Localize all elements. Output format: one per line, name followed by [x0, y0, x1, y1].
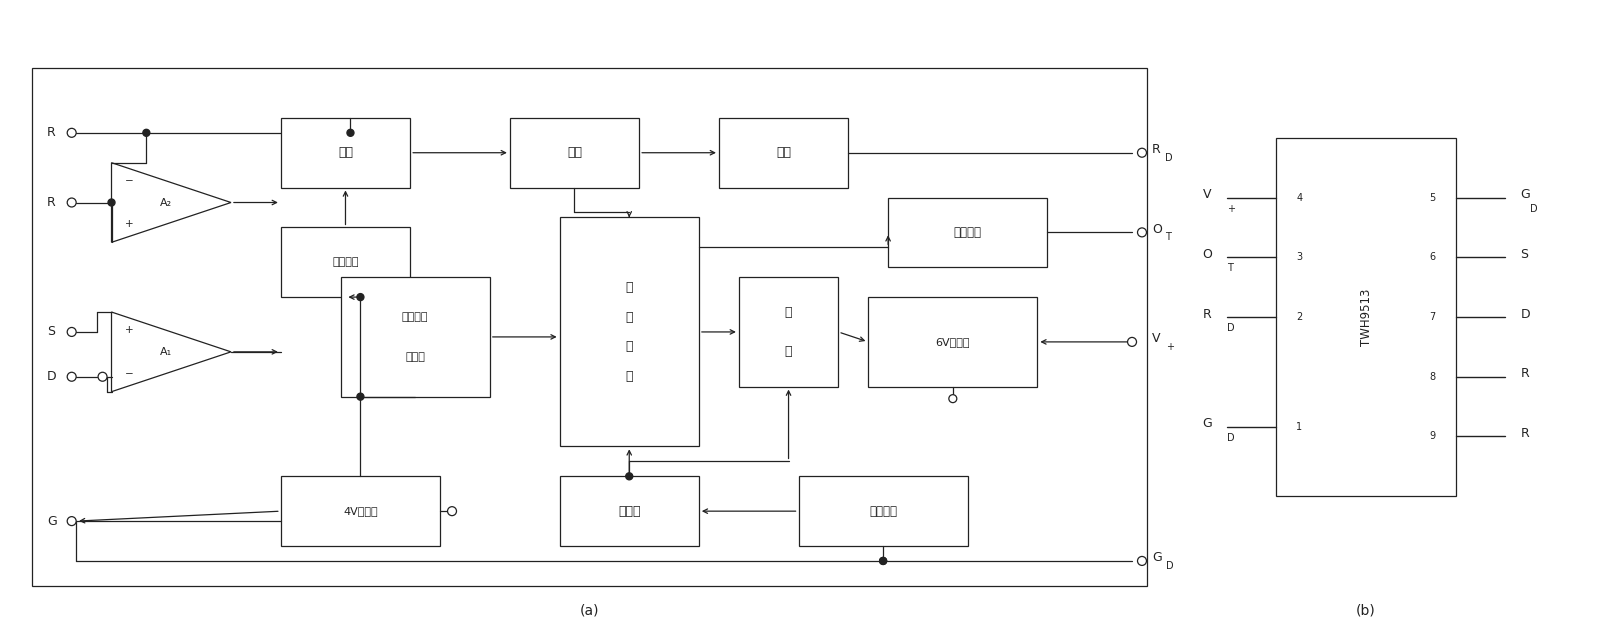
Text: D: D: [46, 370, 56, 383]
Text: V: V: [1203, 188, 1212, 201]
Circle shape: [97, 372, 107, 381]
Circle shape: [1137, 557, 1147, 566]
Polygon shape: [112, 312, 232, 392]
Text: R: R: [46, 126, 56, 140]
Bar: [719, 118, 848, 187]
Text: D: D: [1166, 561, 1174, 571]
Bar: [888, 197, 1048, 268]
Text: +: +: [125, 325, 134, 335]
Text: A₂: A₂: [160, 197, 172, 208]
Bar: [509, 118, 639, 187]
Text: T: T: [1164, 233, 1171, 242]
Text: 光控: 光控: [776, 147, 791, 159]
Bar: [559, 217, 699, 447]
Circle shape: [347, 129, 355, 136]
Text: TWH9513: TWH9513: [1359, 289, 1372, 346]
Text: O: O: [1203, 248, 1212, 261]
Bar: [869, 297, 1038, 387]
Bar: [340, 277, 490, 397]
Text: 7: 7: [1429, 312, 1436, 322]
Text: −: −: [125, 176, 134, 185]
Text: 制: 制: [626, 310, 632, 324]
Text: 6V稳压器: 6V稳压器: [936, 337, 969, 347]
Circle shape: [67, 327, 77, 336]
Text: 路: 路: [626, 370, 632, 383]
Text: 1: 1: [1297, 422, 1303, 431]
Text: 4: 4: [1297, 192, 1303, 203]
Circle shape: [949, 395, 957, 403]
Text: G: G: [1203, 417, 1212, 430]
Circle shape: [447, 506, 457, 515]
Bar: [281, 227, 410, 297]
Text: 5: 5: [1429, 192, 1436, 203]
Text: G: G: [1520, 188, 1530, 201]
Text: G: G: [46, 515, 56, 527]
Circle shape: [1137, 148, 1147, 157]
Text: 6: 6: [1429, 252, 1436, 262]
Text: G: G: [1151, 552, 1161, 564]
Text: R: R: [46, 196, 56, 209]
Circle shape: [880, 557, 886, 564]
Text: 比较: 比较: [339, 147, 353, 159]
Text: S: S: [46, 326, 54, 338]
Bar: [798, 476, 968, 546]
Text: 电: 电: [626, 340, 632, 354]
Text: 降检测: 降检测: [406, 352, 425, 362]
Text: S: S: [1520, 248, 1528, 261]
Text: 温度补偿: 温度补偿: [332, 257, 359, 268]
Text: +: +: [125, 219, 134, 229]
Text: (b): (b): [1356, 604, 1377, 618]
Text: 3: 3: [1297, 252, 1303, 262]
Text: A₁: A₁: [160, 347, 172, 357]
Text: D: D: [1520, 308, 1530, 320]
Text: (a): (a): [580, 604, 599, 618]
Text: T: T: [1226, 263, 1233, 273]
Text: R: R: [1520, 427, 1528, 440]
Text: R: R: [1520, 368, 1528, 380]
Bar: [281, 476, 441, 546]
Text: 控: 控: [626, 281, 632, 294]
Circle shape: [109, 199, 115, 206]
Bar: [281, 118, 410, 187]
Bar: [32, 68, 1147, 586]
Circle shape: [626, 473, 632, 480]
Text: D: D: [1164, 153, 1172, 162]
Circle shape: [67, 128, 77, 138]
Text: D: D: [1226, 323, 1234, 333]
Circle shape: [1137, 228, 1147, 237]
Circle shape: [67, 372, 77, 381]
Circle shape: [358, 294, 364, 301]
Text: O: O: [1151, 223, 1163, 236]
Text: D: D: [1226, 433, 1234, 443]
Text: 锁存: 锁存: [567, 147, 581, 159]
Text: 电池电压: 电池电压: [402, 312, 428, 322]
Text: D: D: [1530, 203, 1538, 213]
Text: 输出驱动: 输出驱动: [953, 226, 982, 239]
Text: 延: 延: [784, 306, 792, 318]
Bar: [739, 277, 838, 387]
Text: 计数器: 计数器: [618, 505, 640, 518]
Text: +: +: [1226, 203, 1234, 213]
Circle shape: [67, 198, 77, 207]
Circle shape: [142, 129, 150, 136]
Polygon shape: [112, 162, 232, 242]
Text: 9: 9: [1429, 431, 1436, 441]
Circle shape: [358, 393, 364, 400]
Bar: [1276, 138, 1455, 496]
Text: 系统振荡: 系统振荡: [869, 505, 898, 518]
Text: R: R: [1151, 143, 1161, 156]
Text: 4V稳压器: 4V稳压器: [343, 506, 378, 516]
Text: −: −: [125, 369, 134, 379]
Text: 2: 2: [1297, 312, 1303, 322]
Bar: [559, 476, 699, 546]
Text: +: +: [1166, 342, 1174, 352]
Circle shape: [1127, 338, 1137, 347]
Circle shape: [67, 517, 77, 526]
Text: V: V: [1151, 333, 1161, 345]
Text: R: R: [1203, 308, 1212, 320]
Circle shape: [880, 557, 886, 564]
Text: 时: 时: [784, 345, 792, 359]
Text: 8: 8: [1429, 372, 1436, 382]
